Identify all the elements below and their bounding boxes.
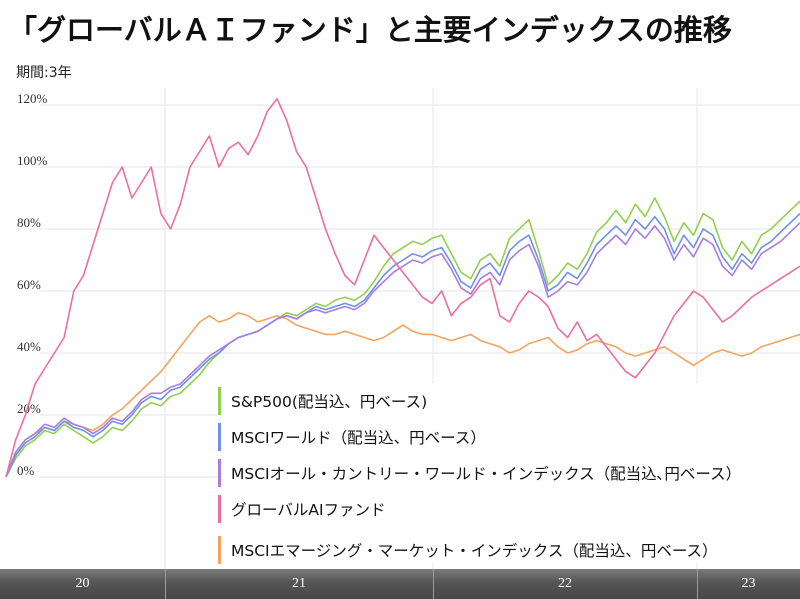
legend-label: S&P500(配当込、円ベース) [231, 393, 428, 411]
series-line-2 [5, 222, 800, 478]
x-tick-label: 23 [741, 576, 756, 591]
y-tick-labels: 0% 20% 40% 60% 80% 100% 120% [17, 91, 48, 478]
chart-title: 「グローバルＡＩファンド」と主要インデックスの推移 [8, 13, 732, 47]
legend-item[interactable]: MSCIオール・カントリー・ワールド・インデックス（配当込､円ベース） [218, 459, 798, 487]
legend-item[interactable]: グローバルAIファンド [218, 495, 798, 523]
y-tick-label: 80% [17, 215, 41, 230]
y-tick-label: 120% [17, 91, 48, 106]
legend-item[interactable]: MSCIエマージング・マーケット・インデックス（配当込、円ベース） [218, 536, 798, 564]
legend-label: MSCIワールド（配当込、円ベース） [231, 429, 486, 447]
x-tick-label: 22 [558, 576, 572, 591]
legend-swatch [218, 387, 221, 415]
y-tick-label: 20% [17, 401, 41, 416]
y-tick-label: 40% [17, 339, 41, 354]
legend: S&P500(配当込、円ベース) MSCIワールド（配当込、円ベース） MSCIオー… [218, 383, 800, 564]
x-axis-separator [165, 569, 166, 599]
series-line-4 [5, 311, 800, 478]
series-line-1 [5, 212, 800, 478]
legend-label: MSCIオール・カントリー・ワールド・インデックス（配当込､円ベース） [231, 465, 742, 483]
y-tick-label: 0% [17, 463, 35, 478]
legend-swatch [218, 495, 221, 523]
legend-swatch [218, 536, 221, 564]
legend-item[interactable]: S&P500(配当込、円ベース) [218, 387, 798, 415]
x-axis-separator [433, 569, 434, 599]
period-label: 期間:3年 [16, 65, 72, 81]
legend-swatch [218, 459, 221, 487]
x-axis-bar: 20 21 22 23 [0, 569, 800, 599]
x-axis-separator [697, 569, 698, 599]
y-tick-label: 60% [17, 277, 41, 292]
legend-label: グローバルAIファンド [231, 501, 386, 519]
legend-item[interactable]: MSCIワールド（配当込、円ベース） [218, 423, 798, 451]
x-tick-label: 20 [75, 576, 90, 591]
series-line-0 [5, 197, 800, 478]
legend-swatch [218, 423, 221, 451]
series-layer [5, 98, 800, 478]
series-line-3 [5, 98, 800, 478]
x-tick-label: 21 [292, 576, 306, 591]
y-tick-label: 100% [17, 153, 48, 168]
legend-label: MSCIエマージング・マーケット・インデックス（配当込、円ベース） [231, 542, 718, 560]
